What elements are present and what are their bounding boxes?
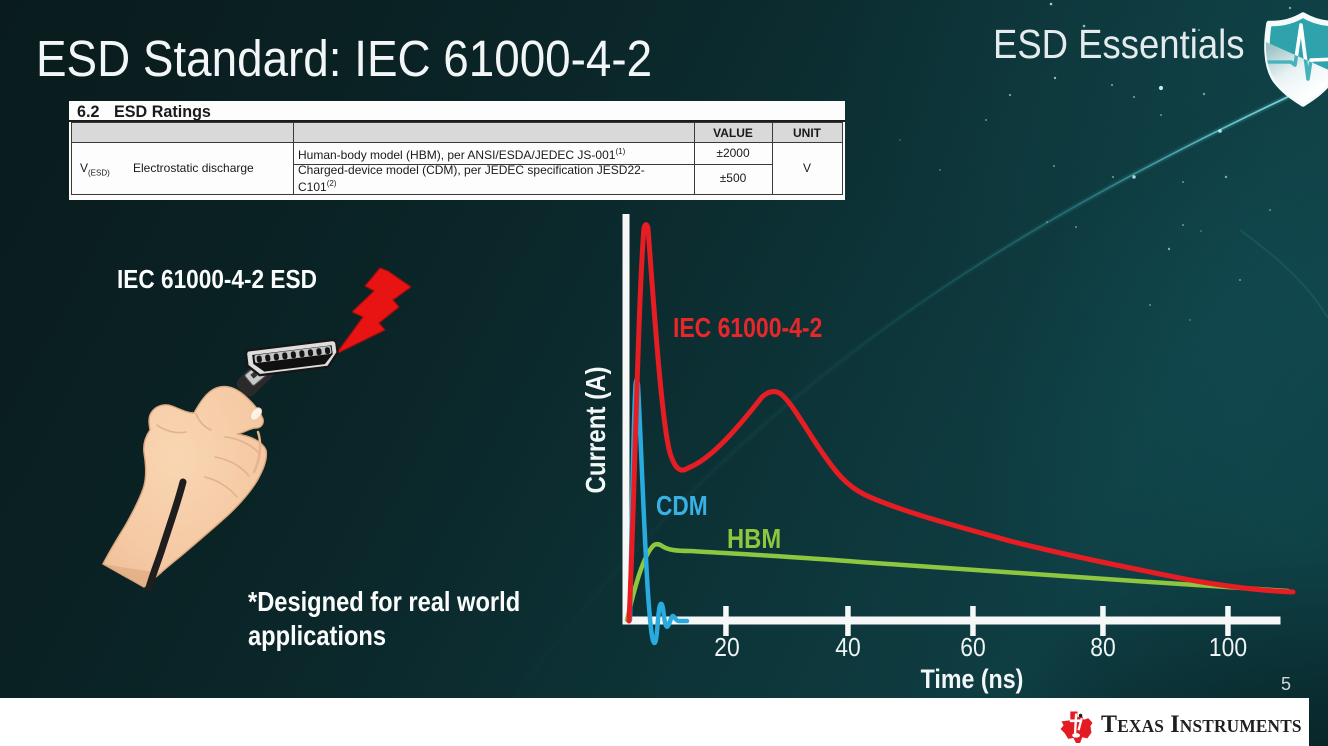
svg-text:Current (A): Current (A) xyxy=(579,366,611,493)
svg-text:60: 60 xyxy=(960,634,985,663)
svg-text:HBM: HBM xyxy=(727,522,781,554)
svg-text:80: 80 xyxy=(1090,634,1115,663)
svg-text:40: 40 xyxy=(835,634,860,663)
svg-text:CDM: CDM xyxy=(656,491,708,522)
svg-text:Time (ns): Time (ns) xyxy=(921,664,1024,694)
svg-text:20: 20 xyxy=(714,634,739,663)
svg-text:IEC 61000-4-2: IEC 61000-4-2 xyxy=(673,313,822,344)
svg-text:100: 100 xyxy=(1209,634,1247,663)
